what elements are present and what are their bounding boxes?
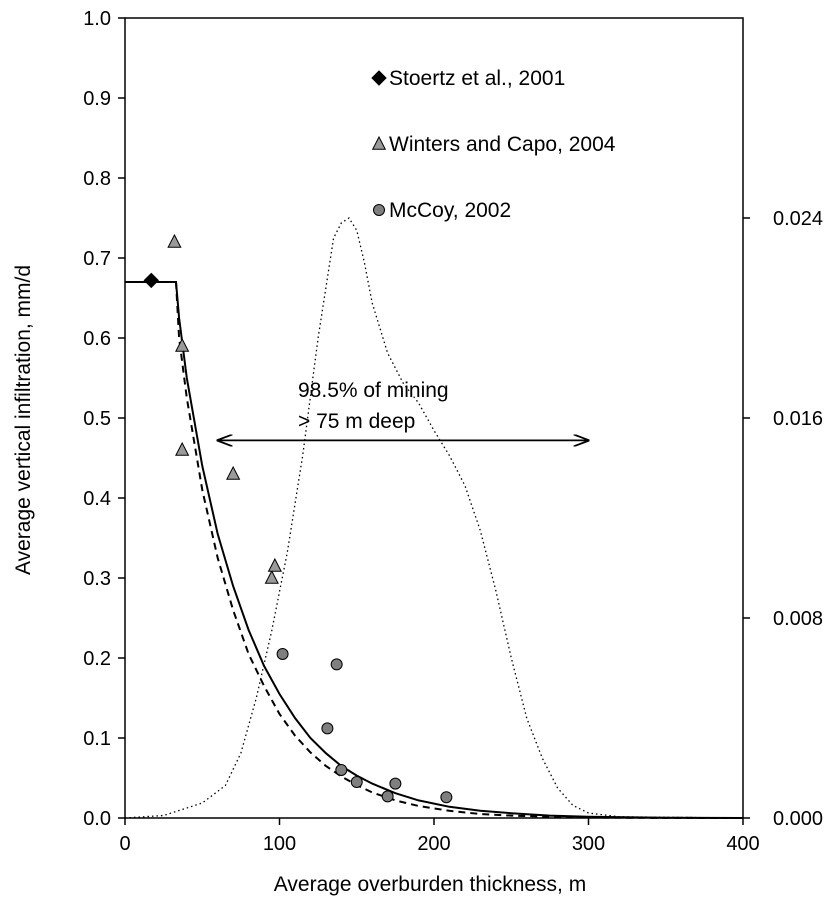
y-tick-label: 0.6 [83,328,111,350]
dashed-curve [175,281,744,819]
y2-tick-label: 0.016 [773,408,823,430]
x-tick-label: 400 [726,833,759,855]
circle-point [381,790,394,803]
circle-point [440,791,453,804]
dotted-curve [124,217,744,819]
legend: Stoertz et al., 2001 Winters and Capo, 2… [371,67,616,222]
triangle-point [267,557,282,572]
circle-point [321,722,334,735]
triangle-point [167,233,182,248]
diamond-point [143,272,159,289]
x-tick-label: 200 [417,833,450,855]
y-tick-label: 0.8 [83,168,111,190]
legend-label-stoertz: Stoertz et al., 2001 [389,67,565,90]
solid-curve [125,281,744,819]
y2-tick-label: 0.008 [773,608,823,630]
x-tick-label: 300 [572,833,605,855]
triangle-point [226,465,241,480]
circle-point [276,648,289,660]
y-tick-label: 0.9 [83,88,111,110]
circle-point [350,776,363,788]
circle-point [335,764,348,776]
y-tick-label: 0.4 [83,488,111,510]
marker-layer [143,233,453,804]
y-tick-label: 0.2 [83,648,111,670]
y-tick-label: 0.7 [83,248,111,270]
x-tick-label: 0 [119,833,130,855]
legend-marker-triangle [371,135,387,150]
triangle-point [175,337,190,352]
legend-markers [371,70,387,216]
y2-tick-label: 0.024 [773,208,823,230]
y-tick-label: 1.0 [83,8,111,30]
axis-layer: 0 100 200 300 400 0.0 0.1 0.2 0.3 0.4 0.5 0.6 0.7 0.8… [83,8,823,855]
y-tick-label: 0.1 [83,728,111,750]
circle-point [330,658,343,671]
annotation-line-2: > 75 m deep [298,410,415,433]
annotation-line-1: 98.5% of mining [298,379,449,402]
y2-tick-label: 0.000 [773,808,823,830]
curve-layer [124,217,744,819]
circle-point [389,777,402,790]
triangle-point [264,569,279,584]
x-tick-label: 100 [263,833,296,855]
x-axis-title: Average overburden thickness, m [274,873,586,896]
y-tick-label: 0.3 [83,568,111,590]
y-tick-label: 0.0 [83,808,111,830]
legend-label-winters: Winters and Capo, 2004 [389,133,616,156]
annotation-layer: 98.5% of mining > 75 m deep [218,379,589,440]
legend-label-mccoy: McCoy, 2002 [389,199,511,222]
triangle-point [175,441,190,456]
legend-marker-circle [373,204,385,216]
y-tick-label: 0.5 [83,408,111,430]
legend-marker-diamond [371,70,387,86]
y-axis-title: Average vertical infiltration, mm/d [12,265,35,575]
